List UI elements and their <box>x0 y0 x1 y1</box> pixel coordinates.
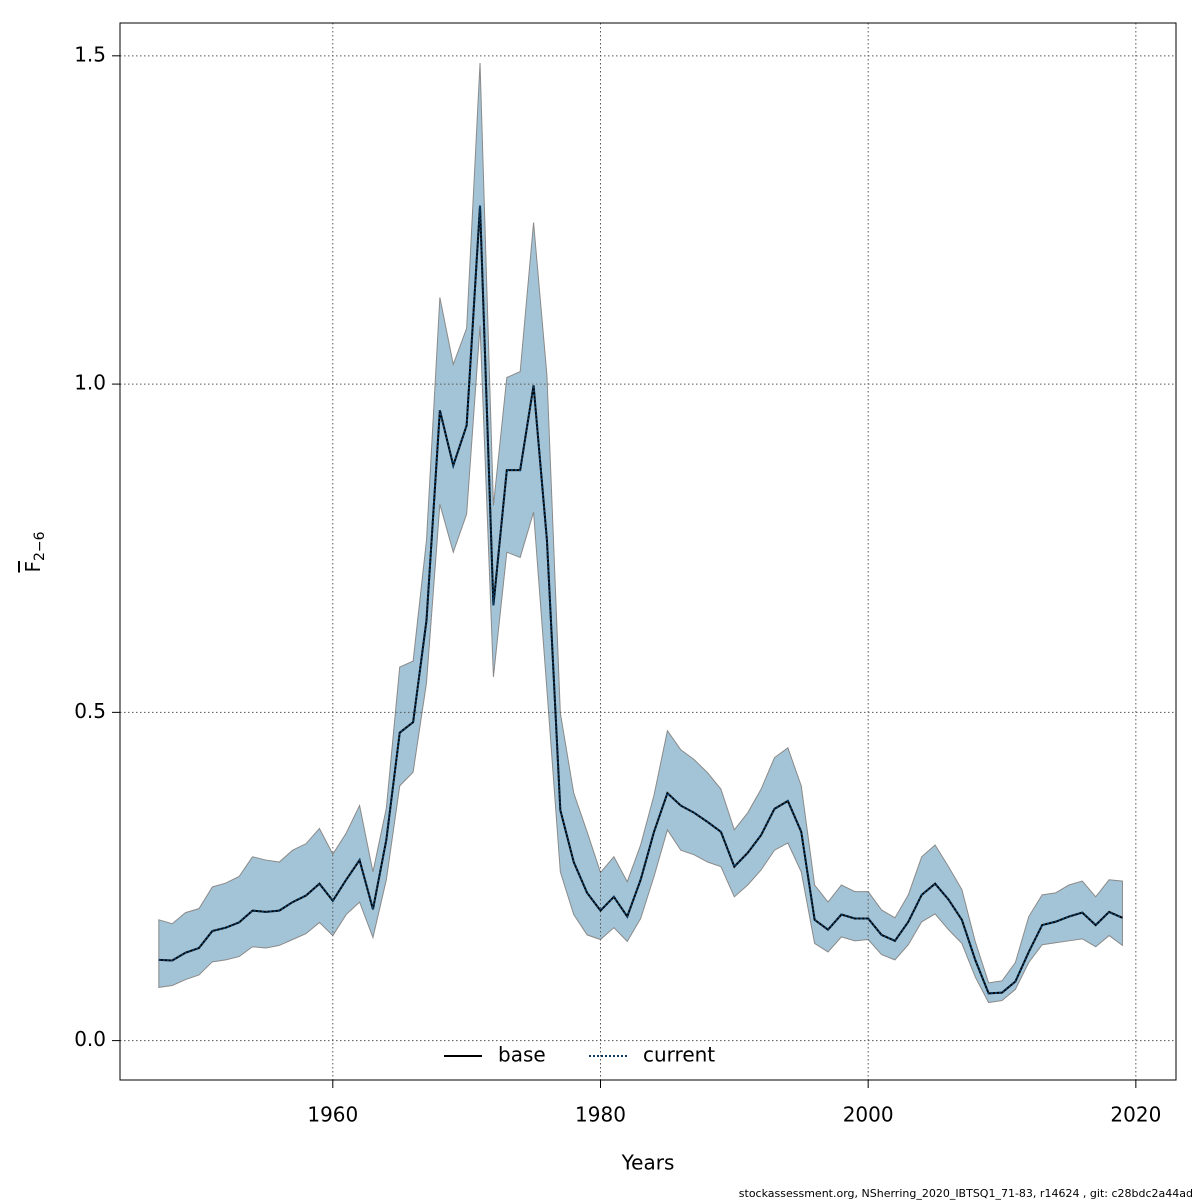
confidence-band <box>158 63 1123 1004</box>
x-tick-label: 2000 <box>843 1103 894 1127</box>
y-tick-label: 0.0 <box>74 1027 106 1051</box>
legend-label: base <box>498 1043 546 1067</box>
x-tick-label: 1960 <box>307 1103 358 1127</box>
y-axis-label-main: F <box>21 561 45 573</box>
y-axis-label: F2−6 <box>21 531 49 572</box>
footnote: stockassessment.org, NSherring_2020_IBTS… <box>739 1187 1193 1200</box>
x-tick-label: 1980 <box>575 1103 626 1127</box>
y-tick-label: 1.5 <box>74 42 106 66</box>
legend-label: current <box>643 1043 715 1067</box>
x-axis-label: Years <box>621 1151 675 1175</box>
plot-frame <box>119 22 1177 1081</box>
y-tick-label: 1.0 <box>74 371 106 395</box>
y-axis-label-sub: 2−6 <box>32 531 48 561</box>
y-tick-label: 0.5 <box>74 699 106 723</box>
series-line <box>158 205 1123 995</box>
x-tick-label: 2020 <box>1110 1103 1161 1127</box>
